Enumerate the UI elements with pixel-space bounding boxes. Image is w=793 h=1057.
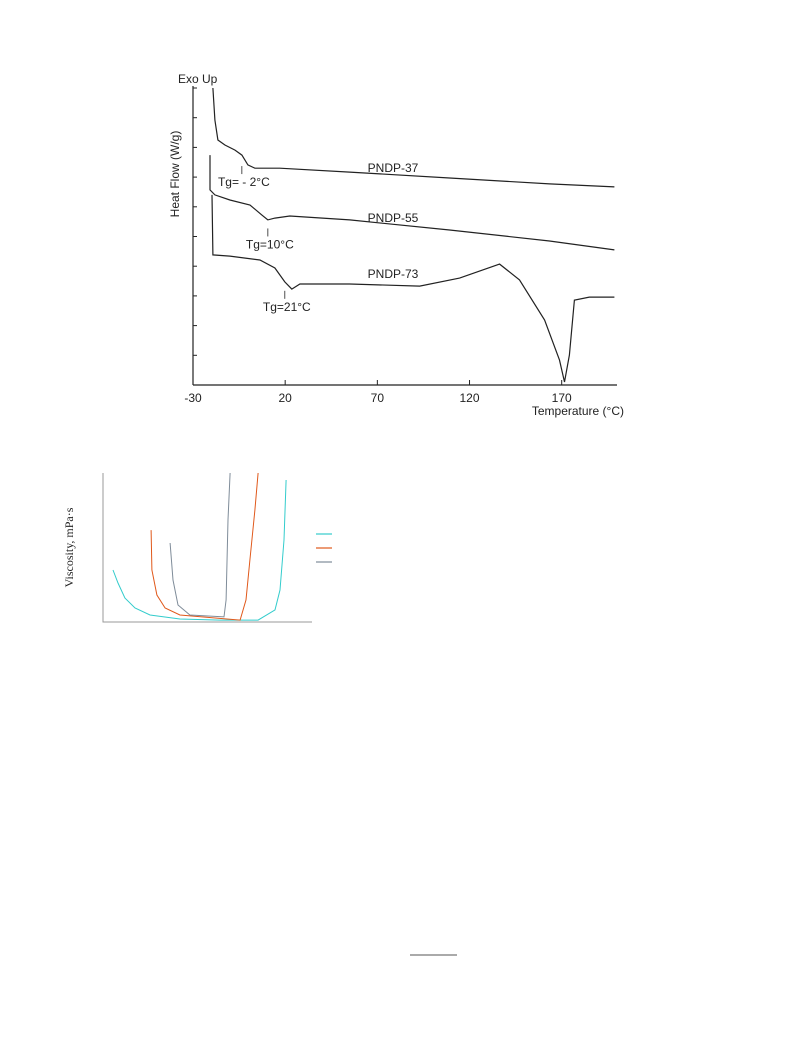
x-tick-label: -30 [184,391,202,405]
series-line [150,472,259,621]
series-line [169,472,231,618]
series-line [212,87,615,188]
annotation: Tg=10°C [246,237,294,251]
annotation: Tg=21°C [263,300,311,314]
x-tick-label: 70 [371,391,385,405]
x-tick-label: 20 [278,391,292,405]
series-label: PNDP-73 [368,267,419,281]
x-tick-label: 120 [460,391,480,405]
x-axis-label: Temperature (°C) [532,404,624,418]
series-label: PNDP-55 [368,211,419,225]
series-line [211,194,615,383]
series-line [112,479,287,621]
series-line [209,155,615,251]
x-tick-label: 170 [552,391,572,405]
axes [102,473,312,623]
viscosity-chart: Viscosity, mPa·s [62,472,332,623]
annotation: Tg= - 2°C [218,175,270,189]
y-axis-label: Heat Flow (W/g) [168,131,182,218]
y-axis-label: Viscosity, mPa·s [62,507,76,587]
corner-label: Exo Up [178,72,218,86]
series-label: PNDP-37 [368,161,419,175]
